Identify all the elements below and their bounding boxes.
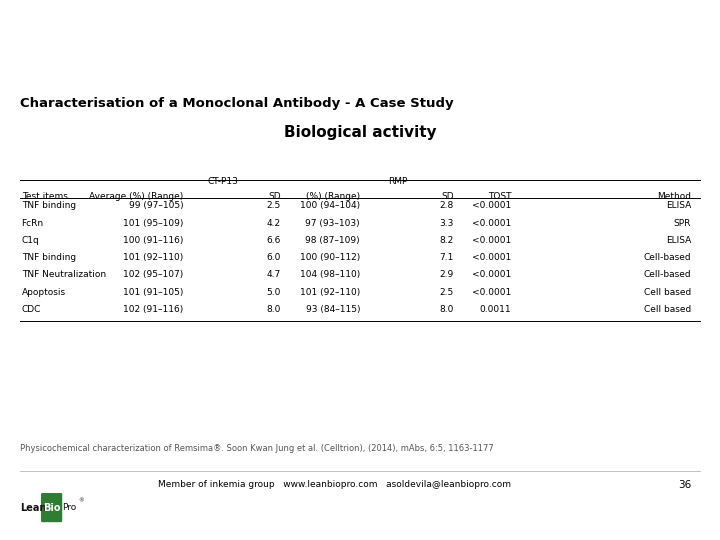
Text: 8.2: 8.2 (439, 236, 454, 245)
Text: 102 (91–116): 102 (91–116) (123, 305, 184, 314)
Text: <0.0001: <0.0001 (472, 253, 511, 262)
Text: Method: Method (657, 192, 691, 201)
Text: Cell based: Cell based (644, 288, 691, 296)
Text: 98 (87–109): 98 (87–109) (305, 236, 360, 245)
Text: Cell based: Cell based (644, 305, 691, 314)
Text: ELISA: ELISA (666, 236, 691, 245)
FancyBboxPatch shape (41, 493, 62, 522)
Text: ®: ® (78, 498, 84, 503)
Text: 5.0: 5.0 (266, 288, 281, 296)
Text: Bio: Bio (43, 503, 60, 512)
Text: CT-P13: CT-P13 (208, 177, 238, 186)
Text: 3.3: 3.3 (439, 219, 454, 227)
Text: 93 (84–115): 93 (84–115) (305, 305, 360, 314)
Text: TNF Neutralization: TNF Neutralization (22, 271, 106, 279)
Text: <0.0001: <0.0001 (472, 201, 511, 210)
Text: CDC: CDC (22, 305, 41, 314)
Text: 6.6: 6.6 (266, 236, 281, 245)
Text: 6.0: 6.0 (266, 253, 281, 262)
Text: 2.5: 2.5 (439, 288, 454, 296)
Text: Apoptosis: Apoptosis (22, 288, 66, 296)
Text: 2.9: 2.9 (439, 271, 454, 279)
Text: RMP: RMP (389, 177, 408, 186)
Text: Cell-based: Cell-based (644, 271, 691, 279)
Text: 7.1: 7.1 (439, 253, 454, 262)
Text: 101 (92–110): 101 (92–110) (300, 288, 360, 296)
Text: (%) (Range): (%) (Range) (306, 192, 360, 201)
Text: SD: SD (268, 192, 281, 201)
Text: <0.0001: <0.0001 (472, 236, 511, 245)
Text: TOST: TOST (487, 192, 511, 201)
Text: FcRn: FcRn (22, 219, 44, 227)
Text: 100 (94–104): 100 (94–104) (300, 201, 360, 210)
Text: Member of inkemia group   www.leanbiopro.com   asoldevila@leanbiopro.com: Member of inkemia group www.leanbiopro.c… (158, 480, 511, 489)
Text: Test items: Test items (22, 192, 68, 201)
Text: SD: SD (441, 192, 454, 201)
Text: 104 (98–110): 104 (98–110) (300, 271, 360, 279)
Text: 97 (93–103): 97 (93–103) (305, 219, 360, 227)
Text: 0.0011: 0.0011 (480, 305, 511, 314)
Text: Characterisation of a Monoclonal Antibody - A Case Study: Characterisation of a Monoclonal Antibod… (20, 97, 454, 110)
Text: 101 (95–109): 101 (95–109) (123, 219, 184, 227)
Text: Cell-based: Cell-based (644, 253, 691, 262)
Text: 101 (91–105): 101 (91–105) (123, 288, 184, 296)
Text: ELISA: ELISA (666, 201, 691, 210)
Text: 36: 36 (678, 480, 691, 490)
Text: 4.7: 4.7 (266, 271, 281, 279)
Text: SPR: SPR (674, 219, 691, 227)
Text: Physicochemical characterization of Remsima®. Soon Kwan Jung et al. (Celltrion),: Physicochemical characterization of Rems… (20, 444, 494, 453)
Text: 4.2: 4.2 (266, 219, 281, 227)
Text: Average (%) (Range): Average (%) (Range) (89, 192, 184, 201)
Text: <0.0001: <0.0001 (472, 219, 511, 227)
Text: 100 (91–116): 100 (91–116) (123, 236, 184, 245)
Text: 2.5: 2.5 (266, 201, 281, 210)
Text: <0.0001: <0.0001 (472, 271, 511, 279)
Text: Biological activity: Biological activity (284, 125, 436, 140)
Text: 8.0: 8.0 (266, 305, 281, 314)
Text: 99 (97–105): 99 (97–105) (129, 201, 184, 210)
Text: TNF binding: TNF binding (22, 253, 76, 262)
Text: 101 (92–110): 101 (92–110) (123, 253, 184, 262)
Text: TNF binding: TNF binding (22, 201, 76, 210)
Text: 2.8: 2.8 (439, 201, 454, 210)
Text: C1q: C1q (22, 236, 40, 245)
Text: 8.0: 8.0 (439, 305, 454, 314)
Text: 102 (95–107): 102 (95–107) (123, 271, 184, 279)
Text: 100 (90–112): 100 (90–112) (300, 253, 360, 262)
Text: <0.0001: <0.0001 (472, 288, 511, 296)
Text: Lean: Lean (20, 503, 47, 512)
Text: Pro: Pro (63, 503, 77, 512)
